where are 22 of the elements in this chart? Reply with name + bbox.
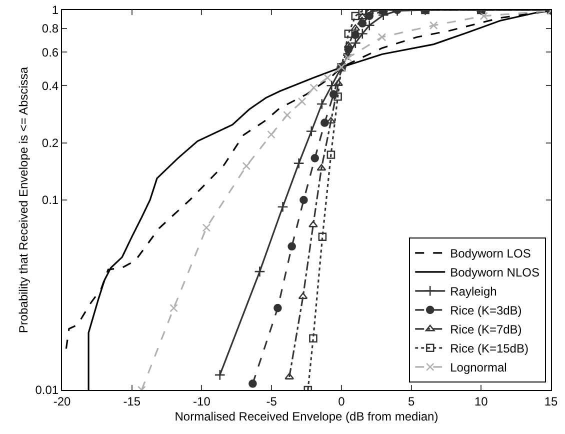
x-tick-label: 5: [408, 394, 415, 408]
y-tick-label: 0.6: [42, 45, 59, 60]
x-tick-label: 10: [474, 394, 488, 408]
y-tick-label: 0.1: [42, 193, 59, 208]
x-tick-label: -5: [266, 394, 278, 408]
legend-label: Bodyworn LOS: [450, 246, 531, 261]
y-tick-label: 0.8: [42, 22, 59, 36]
legend-label: Rice (K=3dB): [450, 304, 522, 318]
y-tick-label: 0.4: [42, 78, 59, 93]
legend-label: Lognormal: [450, 360, 507, 375]
x-tick-label: -10: [193, 394, 211, 408]
y-axis-title: Probability that Received Envelope is <= Abscissa: [16, 66, 31, 334]
legend-label: Rayleigh: [450, 284, 497, 299]
y-tick-label: 1: [52, 3, 59, 18]
y-tick-label: 0.2: [42, 136, 59, 150]
x-tick-label: 15: [544, 394, 558, 408]
x-tick-label: -15: [123, 394, 141, 408]
x-axis-title: Normalised Received Envelope (dB from median): [174, 409, 438, 424]
legend-label: Rice (K=7dB): [450, 322, 522, 337]
x-tick-label: 0: [338, 394, 346, 408]
legend-label: Rice (K=15dB): [450, 342, 528, 356]
legend-label: Bodyworn NLOS: [450, 266, 540, 280]
